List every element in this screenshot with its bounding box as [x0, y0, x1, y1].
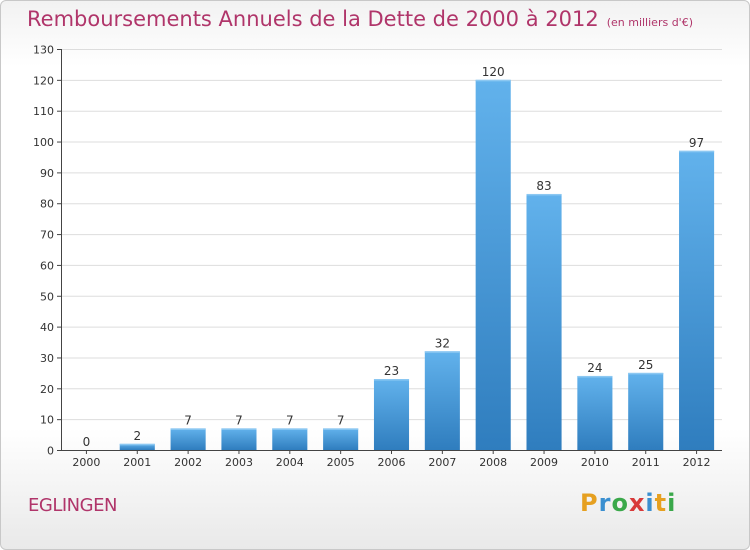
- bar-highlight: [272, 428, 308, 430]
- bar-2003: [221, 428, 257, 450]
- logo-letter: t: [654, 489, 668, 517]
- bar-highlight: [373, 379, 410, 381]
- x-tick-label-2004: 2004: [276, 456, 304, 469]
- logo-letter: x: [628, 489, 646, 517]
- bar-highlight: [170, 428, 206, 430]
- logo-letter: P: [580, 489, 599, 517]
- x-tick-label-2006: 2006: [378, 456, 406, 469]
- logo-letter: o: [611, 489, 629, 517]
- y-tick-label: 50: [40, 290, 54, 303]
- x-tick-label-2002: 2002: [174, 456, 202, 469]
- y-tick-label: 40: [40, 321, 54, 334]
- commune-name: EGLINGEN: [28, 495, 117, 516]
- bar-2006: [373, 379, 410, 450]
- data-label-2004: 7: [286, 413, 294, 427]
- bar-highlight: [577, 375, 613, 378]
- x-tick-label-2011: 2011: [632, 456, 660, 469]
- data-label-2002: 7: [184, 413, 192, 427]
- data-label-2008: 120: [482, 65, 505, 79]
- bar-highlight: [679, 150, 715, 153]
- y-tick-label: 110: [33, 105, 54, 118]
- logo-letter: r: [598, 489, 612, 517]
- bar-2002: [170, 428, 206, 450]
- y-tick-label: 120: [33, 74, 54, 87]
- y-tick-label: 100: [33, 136, 54, 149]
- logo-letter: i: [645, 489, 655, 517]
- bar-2009: [526, 193, 562, 450]
- y-tick-label: 0: [47, 445, 54, 458]
- bar-highlight: [221, 428, 257, 430]
- bar-highlight: [119, 443, 155, 446]
- data-label-2000: 0: [83, 435, 91, 449]
- y-tick-label: 60: [40, 259, 54, 272]
- x-tick-label-2001: 2001: [123, 456, 151, 469]
- y-tick-label: 90: [40, 167, 54, 180]
- y-tick-label: 130: [33, 44, 54, 57]
- proxiti-logo: Proxiti: [580, 489, 676, 517]
- data-label-2005: 7: [337, 413, 345, 427]
- bar-2005: [323, 428, 359, 450]
- data-label-2009: 83: [536, 179, 551, 193]
- x-tick-label-2012: 2012: [683, 456, 711, 469]
- x-tick-label-2003: 2003: [225, 456, 253, 469]
- bar-2011: [628, 372, 664, 450]
- bar-highlight: [628, 372, 664, 375]
- bar-highlight: [475, 79, 511, 82]
- bar-2004: [272, 428, 308, 450]
- bar-2008: [475, 79, 511, 450]
- x-tick-label-2000: 2000: [72, 456, 100, 469]
- data-label-2007: 32: [435, 336, 450, 350]
- x-tick-label-2005: 2005: [327, 456, 355, 469]
- x-tick-label-2007: 2007: [428, 456, 456, 469]
- bar-2010: [577, 375, 613, 450]
- logo-letter: i: [667, 489, 677, 517]
- y-tick-label: 10: [40, 414, 54, 427]
- data-label-2006: 23: [384, 364, 399, 378]
- chart-unit: (en milliers d'€): [606, 16, 693, 29]
- y-tick-label: 80: [40, 198, 54, 211]
- bar-2001: [119, 443, 155, 450]
- data-label-2011: 25: [638, 358, 653, 372]
- data-label-2012: 97: [689, 136, 704, 150]
- bar-highlight: [526, 193, 562, 196]
- chart-title: Remboursements Annuels de la Dette de 20…: [27, 7, 693, 31]
- y-tick-label: 20: [40, 383, 54, 396]
- y-tick-label: 30: [40, 352, 54, 365]
- x-tick-label-2008: 2008: [479, 456, 507, 469]
- bar-2007: [424, 351, 460, 450]
- x-tick-label-2010: 2010: [581, 456, 609, 469]
- bar-highlight: [323, 428, 359, 430]
- data-label-2010: 24: [587, 361, 602, 375]
- chart-title-text: Remboursements Annuels de la Dette de 20…: [27, 7, 599, 31]
- data-label-2001: 2: [133, 429, 141, 443]
- y-tick-label: 70: [40, 229, 54, 242]
- data-label-2003: 7: [235, 413, 243, 427]
- bar-highlight: [424, 351, 460, 353]
- x-tick-label-2009: 2009: [530, 456, 558, 469]
- bar-2012: [679, 150, 715, 451]
